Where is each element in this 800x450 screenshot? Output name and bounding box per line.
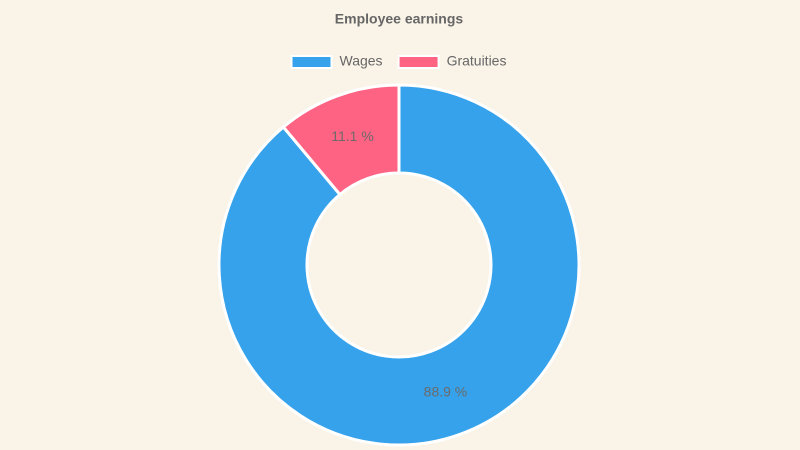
doughnut-slice xyxy=(281,83,401,197)
chart-title: Employee earnings xyxy=(335,11,464,27)
legend: Wages Gratuities xyxy=(290,53,507,69)
value-label: 11.1 % xyxy=(331,128,374,144)
legend-swatch xyxy=(290,55,333,69)
legend-label: Wages xyxy=(340,53,383,69)
legend-swatch xyxy=(397,55,440,69)
value-label: 88.9 % xyxy=(424,384,468,400)
doughnut-slice xyxy=(217,83,581,447)
legend-label: Gratuities xyxy=(447,53,507,69)
